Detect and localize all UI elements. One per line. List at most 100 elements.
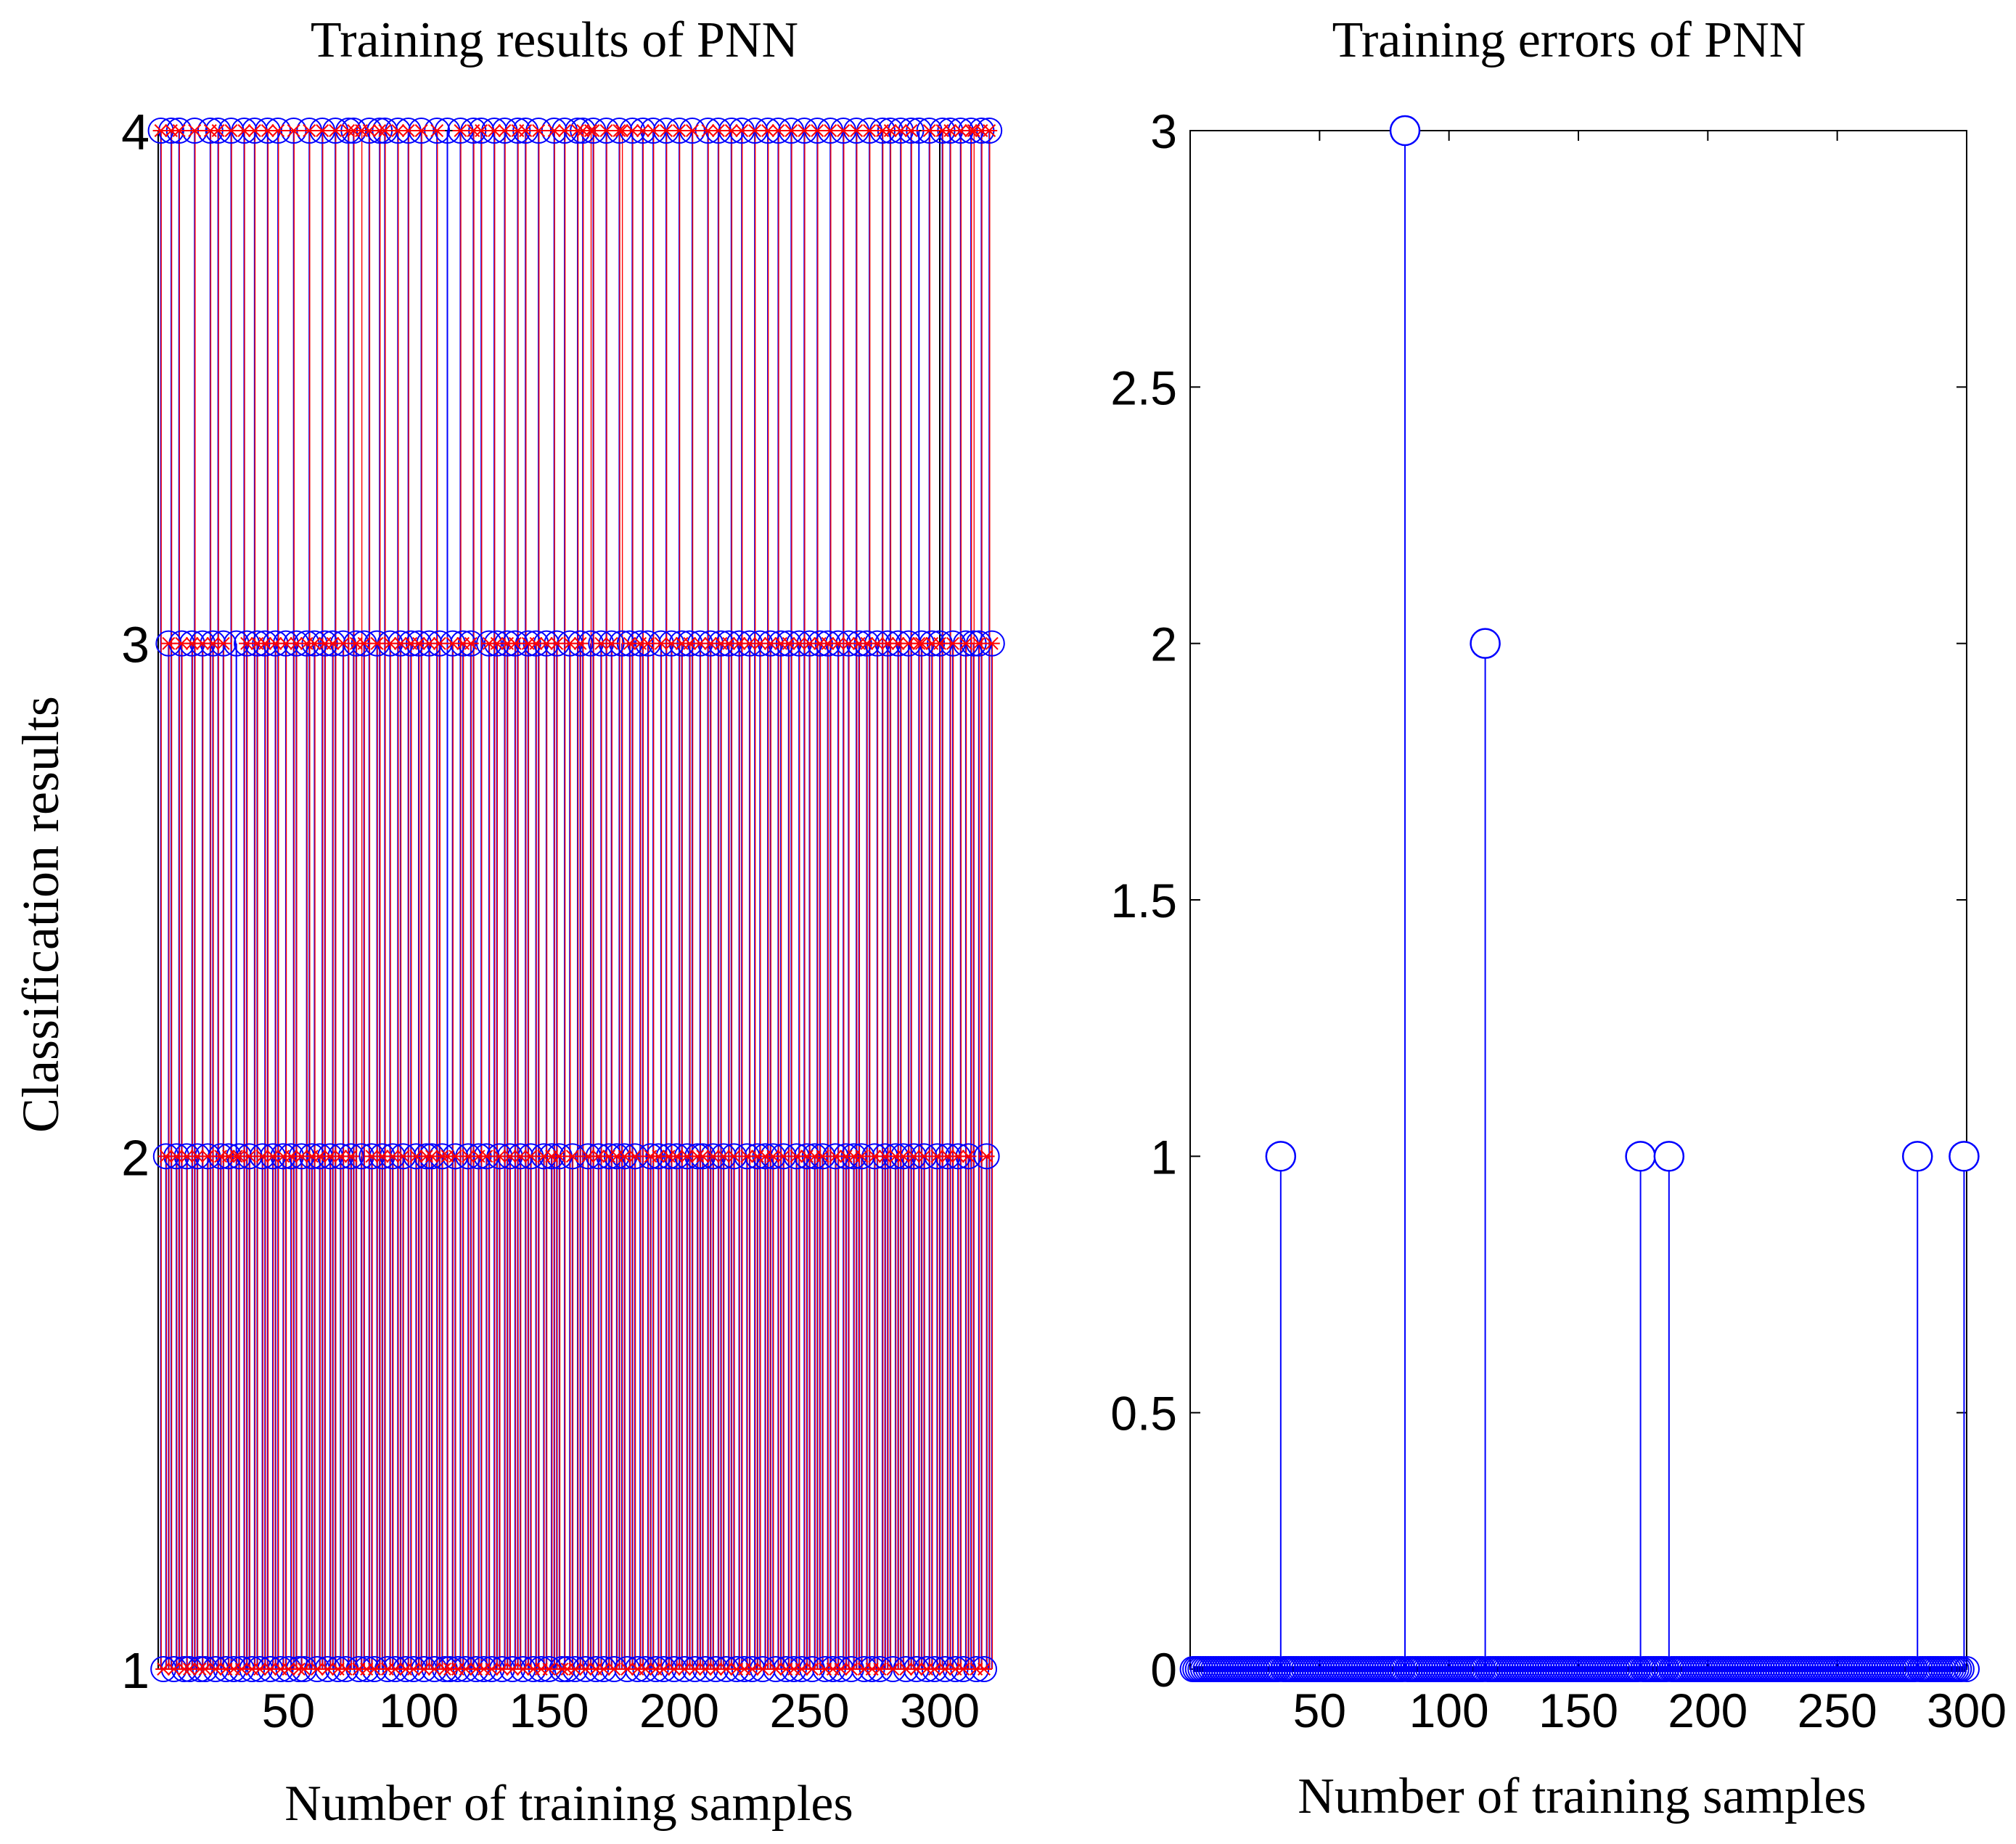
marker-actual-stroke: [883, 124, 897, 137]
marker-actual-stroke: [378, 124, 392, 137]
x-tick-label: 100: [1409, 1684, 1489, 1737]
marker-actual-stroke: [727, 1150, 741, 1163]
marker-actual-stroke: [740, 1150, 754, 1163]
marker-actual-stroke: [985, 636, 999, 650]
marker-actual-stroke: [978, 1663, 991, 1676]
marker-actual-stroke: [279, 636, 292, 650]
marker-actual: [684, 124, 700, 137]
marker-actual-stroke: [790, 1150, 803, 1163]
marker-actual-stroke: [798, 124, 811, 137]
marker-actual: [270, 124, 287, 137]
marker-actual-stroke: [914, 636, 928, 650]
marker-actual-stroke: [909, 1663, 923, 1676]
marker-actual-stroke: [295, 1150, 308, 1163]
marker-actual-stroke: [769, 1663, 782, 1676]
marker-actual-stroke: [901, 636, 915, 650]
marker-actual-stroke: [878, 1150, 892, 1163]
marker-actual-stroke: [240, 636, 254, 650]
marker-actual-stroke: [247, 124, 261, 137]
marker-actual-stroke: [459, 1663, 472, 1676]
marker-actual-stroke: [748, 124, 762, 137]
chart-training-errors: Training errors of PNN 50 100 150 200 250 300…: [1110, 12, 2007, 1824]
marker-actual-stroke: [375, 1150, 389, 1163]
marker-actual-stroke: [406, 1663, 420, 1676]
zero-error-marker: [1948, 1656, 1975, 1682]
marker-actual-stroke: [777, 1150, 790, 1163]
marker-actual-stroke: [832, 636, 845, 650]
zero-error-marker: [1954, 1656, 1980, 1682]
marker-actual-stroke: [188, 124, 202, 137]
marker-actual-stroke: [180, 1150, 194, 1163]
marker-actual-stroke: [706, 1150, 720, 1163]
marker-actual-stroke: [532, 124, 546, 137]
marker-actual-stroke: [417, 1663, 431, 1676]
marker-actual-stroke: [795, 1663, 808, 1676]
marker-actual-stroke: [816, 1150, 829, 1163]
marker-actual: [429, 124, 446, 137]
marker-actual-stroke: [806, 1663, 819, 1676]
marker-actual-stroke: [448, 1150, 462, 1163]
marker-actual-stroke: [618, 1150, 631, 1163]
error-marker: [1653, 1141, 1685, 1172]
data-marks: [1179, 115, 1980, 1682]
marker-actual-stroke: [951, 1150, 965, 1163]
marker-actual-stroke: [704, 636, 718, 650]
marker-actual-stroke: [524, 1150, 538, 1163]
marker-actual-stroke: [529, 636, 543, 650]
marker-actual-stroke: [565, 1150, 579, 1163]
marker-actual-stroke: [667, 1663, 681, 1676]
marker-actual-stroke: [383, 636, 397, 650]
marker-actual: [626, 1150, 643, 1163]
marker-actual-stroke: [266, 1150, 279, 1163]
marker-actual-stroke: [578, 1663, 592, 1676]
marker-actual-stroke: [834, 1663, 848, 1676]
marker-actual-stroke: [896, 1150, 910, 1163]
marker-actual-stroke: [206, 636, 220, 650]
zero-error-marker: [1625, 1656, 1652, 1682]
marker-actual-stroke: [386, 1150, 400, 1163]
marker-actual-stroke: [329, 124, 343, 137]
zero-error-marker: [1265, 1656, 1292, 1682]
marker-actual-stroke: [172, 124, 186, 137]
marker-actual-stroke: [237, 124, 251, 137]
marker-actual-stroke: [654, 636, 668, 650]
marker-actual-stroke: [480, 1150, 493, 1163]
y-tick-label: 2: [121, 1129, 149, 1186]
marker-actual-stroke: [868, 1150, 882, 1163]
chart-training-results: Training results of PNN 50 100 150 200 250 30…: [12, 12, 1005, 1832]
marker-actual-stroke: [539, 636, 553, 650]
marker-actual-stroke: [430, 124, 444, 137]
marker-actual-stroke: [175, 636, 189, 650]
x-tick-label: 200: [1668, 1684, 1747, 1737]
marker-actual: [976, 1663, 993, 1676]
marker-actual-stroke: [917, 1150, 931, 1163]
x-tick-label: 50: [1293, 1684, 1346, 1737]
marker-actual-stroke: [446, 636, 459, 650]
y-tick-label: 0.5: [1110, 1387, 1177, 1441]
marker-actual: [462, 636, 479, 650]
marker-actual-stroke: [506, 1663, 520, 1676]
marker-actual-stroke: [670, 1150, 684, 1163]
marker-actual-stroke: [339, 1663, 353, 1676]
marker-actual-stroke: [837, 124, 851, 137]
marker-actual-stroke: [547, 124, 561, 137]
marker-actual-stroke: [282, 1663, 295, 1676]
marker-actual-stroke: [255, 1150, 269, 1163]
marker-actual-stroke: [623, 636, 636, 650]
marker-actual-stroke: [290, 636, 303, 650]
y-axis-label: Classification results: [12, 696, 70, 1133]
marker-actual: [572, 636, 589, 650]
marker-actual-stroke: [688, 1663, 702, 1676]
marker-actual-stroke: [391, 124, 405, 137]
marker-actual-stroke: [198, 1663, 212, 1676]
tick-labels: 50 100 150 200 250 300 1 2 3 4: [121, 104, 980, 1737]
chart-title: Training results of PNN: [311, 12, 798, 68]
marker-actual-stroke: [626, 124, 639, 137]
marker-actual-stroke: [722, 636, 736, 650]
marker-actual-stroke: [393, 636, 407, 650]
marker-actual-stroke: [701, 124, 715, 137]
marker-actual: [960, 1150, 977, 1163]
marker-actual-stroke: [683, 636, 697, 650]
marker-actual-stroke: [660, 124, 673, 137]
marker-actual-stroke: [183, 1663, 197, 1676]
